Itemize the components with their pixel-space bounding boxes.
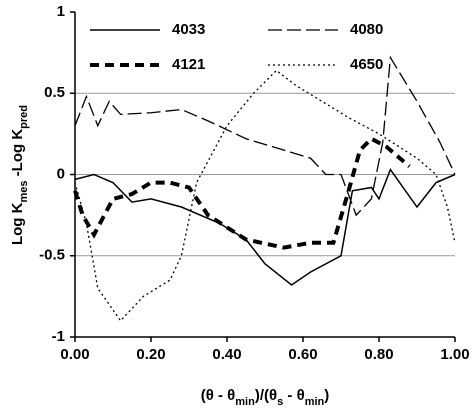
x-tick-label: 0.60 xyxy=(288,346,317,363)
x-tick-label: 0.20 xyxy=(136,346,165,363)
subscript: min xyxy=(235,396,255,408)
data-line xyxy=(74,168,456,286)
label-part: (θ - θ xyxy=(201,387,236,404)
x-axis-label: (θ - θmin)/(θs - θmin) xyxy=(201,387,330,408)
y-axis-label: Log Kmes -Log Kpred xyxy=(9,105,30,245)
y-tick-label: -0.5 xyxy=(39,247,65,264)
label-part: -Log K xyxy=(9,129,26,181)
y-tick-label: 1 xyxy=(57,3,65,20)
data-line xyxy=(74,55,456,217)
legend-label: 4033 xyxy=(172,21,205,38)
x-tick-label: 0.00 xyxy=(60,346,89,363)
legend-label: 4121 xyxy=(172,56,205,73)
label-part: - θ xyxy=(283,387,304,404)
subscript: s xyxy=(277,396,283,408)
x-tick-label: 0.80 xyxy=(364,346,393,363)
y-tick-label: -1 xyxy=(52,328,65,345)
x-tick-label: 1.00 xyxy=(440,346,469,363)
subscript: min xyxy=(305,396,325,408)
data-line xyxy=(74,69,456,322)
x-tick-label: 0.40 xyxy=(212,346,241,363)
legend-label: 4650 xyxy=(350,56,383,73)
legend-label: 4080 xyxy=(350,21,383,38)
label-part: )/(θ xyxy=(255,387,277,404)
subscript: mes xyxy=(18,180,30,202)
y-tick-label: 0.5 xyxy=(44,84,65,101)
label-part: ) xyxy=(324,387,329,404)
subscript: pred xyxy=(18,105,30,129)
label-part: Log K xyxy=(9,202,26,245)
y-tick-label: 0 xyxy=(57,165,65,182)
data-line xyxy=(73,136,411,250)
